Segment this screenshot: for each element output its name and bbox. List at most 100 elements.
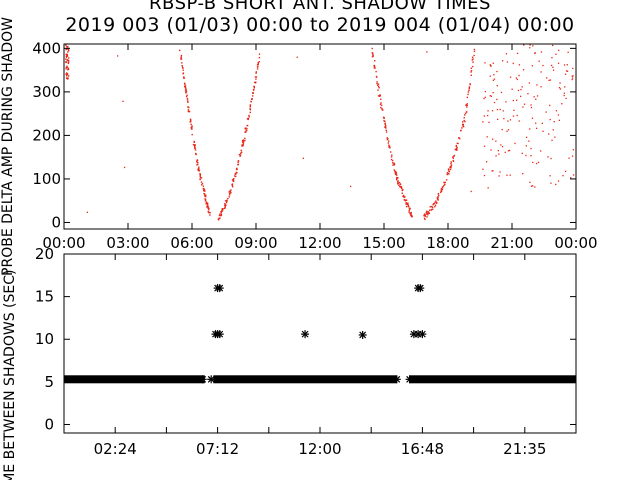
data-point xyxy=(245,131,247,133)
data-point xyxy=(253,87,255,89)
data-point xyxy=(393,164,395,166)
y-tick-label: 400 xyxy=(32,39,61,57)
data-point xyxy=(407,205,410,208)
data-point xyxy=(457,142,459,145)
data-point xyxy=(233,178,235,180)
data-point xyxy=(530,147,532,150)
data-point xyxy=(66,59,69,62)
data-point xyxy=(464,112,467,115)
data-point xyxy=(199,173,201,175)
data-point xyxy=(507,150,510,152)
data-point xyxy=(572,174,575,176)
data-point xyxy=(566,64,568,66)
data-point xyxy=(444,181,446,184)
data-point xyxy=(373,64,376,67)
data-point xyxy=(241,140,244,142)
data-point xyxy=(506,61,509,63)
data-point xyxy=(65,44,67,46)
data-point xyxy=(195,152,197,155)
data-point xyxy=(122,100,124,102)
data-point xyxy=(242,139,245,141)
data-point xyxy=(537,161,540,164)
data-point xyxy=(522,69,525,71)
data-point xyxy=(215,284,224,293)
data-point xyxy=(557,114,560,116)
data-point xyxy=(434,201,436,203)
data-point xyxy=(553,121,555,123)
data-point xyxy=(473,50,476,53)
data-point xyxy=(383,116,385,119)
data-point xyxy=(193,141,196,143)
data-point xyxy=(187,110,189,113)
data-point xyxy=(493,74,495,76)
data-point xyxy=(394,171,397,173)
data-point xyxy=(401,187,403,190)
data-point xyxy=(184,87,187,89)
data-point xyxy=(499,108,501,111)
data-point xyxy=(486,161,488,163)
data-point xyxy=(371,47,373,50)
baseline-band xyxy=(409,375,576,384)
y-tick-label: 5 xyxy=(44,373,54,391)
data-point xyxy=(565,73,567,75)
data-point xyxy=(237,160,239,162)
data-point xyxy=(513,109,515,111)
data-point xyxy=(466,106,468,108)
data-point xyxy=(255,72,257,74)
data-point xyxy=(512,62,514,65)
data-point xyxy=(495,140,497,142)
chart-title: RBSP-B SHORT ANT. SHADOW TIMES xyxy=(149,0,491,14)
data-point xyxy=(484,90,486,93)
data-point xyxy=(65,66,68,69)
data-point xyxy=(441,188,444,190)
data-point xyxy=(252,89,255,91)
data-point xyxy=(509,174,511,176)
data-point xyxy=(392,164,394,166)
data-point xyxy=(407,202,409,204)
data-point xyxy=(190,119,192,121)
data-point xyxy=(512,115,515,117)
data-point xyxy=(490,95,492,97)
data-point xyxy=(67,69,69,71)
data-point xyxy=(423,217,426,219)
data-point xyxy=(219,213,221,215)
data-point xyxy=(392,375,401,384)
data-point xyxy=(257,62,259,65)
data-point xyxy=(394,173,397,175)
data-point xyxy=(518,74,520,77)
data-point xyxy=(235,175,237,178)
data-point xyxy=(483,115,485,117)
data-point xyxy=(198,375,207,384)
data-point xyxy=(384,123,386,125)
data-point xyxy=(86,211,88,213)
data-point xyxy=(455,145,458,148)
data-point xyxy=(520,88,522,91)
data-point xyxy=(217,218,219,220)
data-point xyxy=(379,103,382,105)
data-point xyxy=(490,149,492,151)
data-point xyxy=(517,89,520,92)
data-point xyxy=(496,108,499,111)
data-point xyxy=(548,79,550,81)
data-point xyxy=(387,142,389,144)
data-point xyxy=(483,97,485,100)
data-point xyxy=(255,78,257,80)
data-point xyxy=(185,92,187,94)
data-point xyxy=(523,44,525,46)
data-point xyxy=(492,79,494,81)
data-point xyxy=(372,55,374,57)
data-point xyxy=(450,165,452,167)
data-point xyxy=(376,82,378,85)
data-point xyxy=(247,118,249,121)
data-point xyxy=(563,64,566,66)
data-point xyxy=(400,185,402,188)
data-point xyxy=(456,146,458,149)
data-point xyxy=(228,194,231,196)
data-point xyxy=(208,211,210,214)
data-point xyxy=(443,184,445,187)
data-point xyxy=(530,185,533,187)
point-series xyxy=(198,284,427,384)
data-point xyxy=(65,73,67,75)
data-point xyxy=(432,208,434,210)
data-point xyxy=(509,76,512,78)
